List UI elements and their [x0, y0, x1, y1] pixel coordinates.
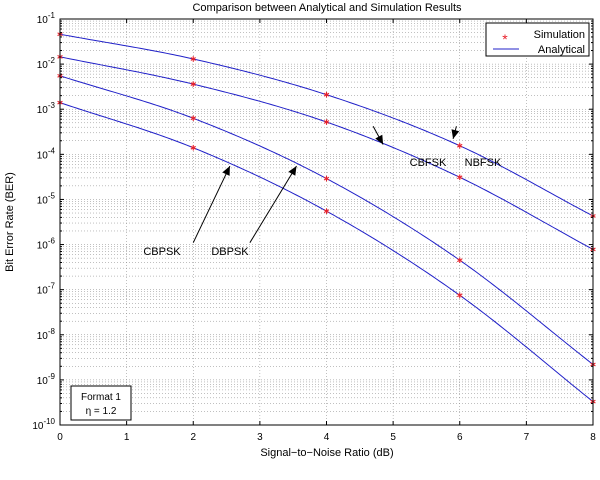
x-tick-label: 2 [190, 432, 196, 443]
x-tick-label: 8 [590, 432, 596, 443]
legend-analytical-label: Analytical [538, 44, 585, 56]
y-axis-label: Bit Error Rate (BER) [4, 172, 16, 272]
x-tick-label: 4 [324, 432, 330, 443]
sim-marker-stroke [323, 120, 330, 124]
sim-marker [457, 292, 463, 299]
y-tick-label: 10-3 [37, 101, 56, 116]
annotation-arrowhead-cbpsk [222, 166, 230, 176]
annotations: CBFSK NBFSK CBPSK DBPSK [143, 125, 502, 258]
y-tick-label: 10-1 [37, 11, 56, 26]
sim-marker [457, 257, 463, 263]
sim-marker [457, 174, 463, 181]
legend-simulation-marker: * [502, 31, 508, 47]
sim-marker-stroke [190, 57, 196, 61]
x-tick-label: 3 [257, 432, 263, 443]
x-tick-label: 0 [57, 432, 63, 443]
y-tick-label: 10-9 [37, 372, 56, 387]
sim-marker-stroke [190, 145, 196, 150]
sim-marker [323, 208, 330, 214]
sim-marker-stroke [457, 258, 463, 263]
y-tick-label: 10-5 [37, 191, 56, 206]
annotation-arrowhead-nbfsk [451, 129, 460, 139]
info-box-frame [70, 385, 132, 421]
y-tick-label: 10-6 [37, 237, 56, 252]
annotation-cbfsk: CBFSK [410, 157, 447, 169]
annotation-dbpsk: DBPSK [211, 246, 249, 258]
sim-marker-stroke [323, 176, 330, 181]
x-tick-label: 7 [524, 432, 530, 443]
info-box-format: Format 1 [81, 392, 121, 403]
legend-box [485, 22, 590, 57]
annotation-nbfsk: NBFSK [465, 157, 502, 169]
sim-marker [457, 142, 463, 149]
info-box: Format 1 η = 1.2 [70, 385, 132, 421]
sim-marker [323, 91, 330, 98]
x-tick-label: 5 [390, 432, 396, 443]
annotation-arrow-cbpsk [192, 165, 231, 243]
y-tick-label: 10-4 [37, 146, 56, 161]
chart-title: Comparison between Analytical and Simula… [192, 2, 462, 14]
sim-marker-stroke [457, 175, 463, 180]
legend: * Simulation Analytical [485, 22, 590, 57]
sim-marker [190, 144, 196, 151]
annotation-arrowhead-dbpsk [288, 166, 297, 176]
annotation-cbpsk: CBPSK [143, 246, 181, 258]
sim-marker [323, 175, 330, 182]
sim-marker-stroke [323, 209, 330, 214]
sim-marker [190, 56, 196, 62]
sim-marker [323, 119, 330, 125]
sim-marker-stroke [190, 82, 196, 87]
sim-marker-stroke [323, 92, 330, 97]
sim-marker-stroke [190, 116, 196, 121]
annotation-arrowhead-cbfsk [375, 134, 384, 145]
y-tick-labels: 10-1 10-2 10-3 10-4 10-5 10-6 10-7 10-8 10-9 10-1… [32, 11, 55, 432]
sim-marker [190, 115, 196, 122]
y-tick-label: 10-2 [37, 56, 56, 71]
grid-lines [60, 19, 593, 425]
legend-simulation-label: Simulation [534, 29, 585, 41]
series-line-cbpsk [59, 102, 594, 403]
y-tick-label: 10-8 [37, 327, 56, 342]
x-tick-label: 6 [457, 432, 463, 443]
x-axis-label: Signal−to−Noise Ratio (dB) [260, 447, 393, 459]
x-tick-labels: 0 1 2 3 4 5 6 7 8 [57, 432, 596, 443]
plot-frame [59, 18, 594, 426]
y-tick-label: 10-7 [37, 282, 56, 297]
sim-marker-stroke [457, 293, 463, 298]
sim-marker-stroke [457, 143, 463, 148]
y-tick-label: 10-10 [32, 417, 55, 432]
x-tick-label: 1 [124, 432, 130, 443]
sim-marker [190, 81, 196, 87]
annotation-arrow-dbpsk [249, 165, 297, 243]
info-box-eta: η = 1.2 [86, 406, 117, 417]
